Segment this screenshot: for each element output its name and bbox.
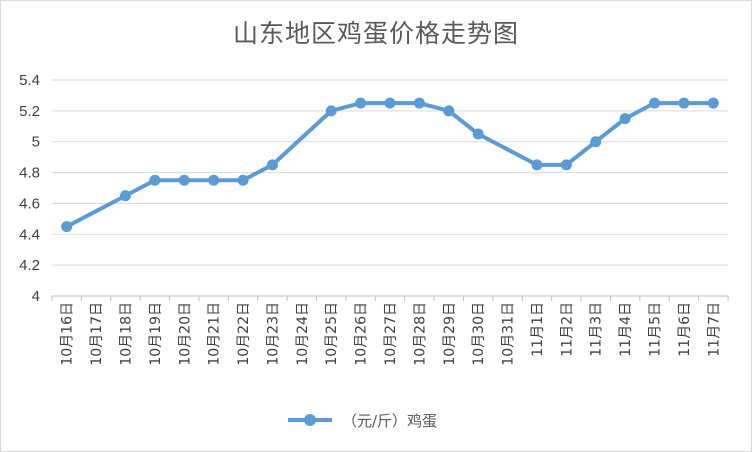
data-point [178,174,190,186]
x-tick-label: 10月21日 [207,302,223,366]
data-point [560,159,572,171]
data-point [590,136,602,148]
x-tick-label: 11月4日 [618,302,634,357]
series-line [64,101,716,229]
series-layer [61,97,719,233]
data-point [355,97,367,109]
data-point [208,174,220,186]
data-point [61,221,73,233]
grid-lines [52,79,728,266]
x-tick-label: 10月26日 [354,302,370,366]
data-point [678,97,690,109]
x-tick-label: 11月6日 [677,302,693,357]
data-point [619,113,631,125]
y-tick-label: 4.8 [19,165,40,182]
data-point [325,105,337,117]
x-axis-ticks: 10月16日 10月17日 10月18日 10月19日 10月20日 10月21日 10月2… [60,302,723,366]
x-tick-label: 10月16日 [60,302,76,366]
x-axis [51,295,729,301]
x-tick-label: 10月20日 [177,302,193,366]
x-tick-label: 11月1日 [530,302,546,357]
data-point [531,159,543,171]
x-tick-label: 10月27日 [383,302,399,366]
data-point [413,97,425,109]
x-tick-label: 10月18日 [118,302,134,366]
data-point [119,190,131,202]
x-tick-label: 10月29日 [442,302,458,366]
y-tick-label: 4.6 [19,195,40,212]
y-axis-ticks: 4 4.2 4.4 4.6 4.8 5 5.2 5.4 [19,72,40,305]
data-point [707,97,719,109]
x-tick-label: 10月17日 [89,302,105,366]
data-point [266,159,278,171]
x-tick-label: 10月23日 [265,302,281,366]
x-tick-label: 10月24日 [295,302,311,366]
x-tick-label: 11月5日 [648,302,664,357]
legend: （元/斤）鸡蛋 [288,408,437,432]
data-point [149,174,161,186]
legend-swatch [288,408,332,432]
x-tick-label: 10月19日 [148,302,164,366]
x-tick-label: 10月25日 [324,302,340,366]
legend-label: （元/斤）鸡蛋 [342,411,438,430]
chart-title: 山东地区鸡蛋价格走势图 [232,19,519,48]
y-tick-label: 4.4 [19,226,40,243]
x-tick-label: 10月28日 [412,302,428,366]
y-tick-label: 5.2 [19,103,40,120]
x-tick-label: 10月22日 [236,302,252,366]
y-tick-label: 4 [32,288,40,305]
x-tick-label: 11月3日 [589,302,605,357]
data-point [649,97,661,109]
data-point [443,105,455,117]
x-tick-label: 10月31日 [501,302,517,366]
y-tick-label: 5 [32,134,40,151]
x-tick-label: 11月7日 [706,302,722,357]
x-tick-label: 11月2日 [559,302,575,357]
y-tick-label: 4.2 [19,257,40,274]
data-point [472,128,484,140]
y-tick-label: 5.4 [19,72,40,89]
x-tick-label: 10月30日 [471,302,487,366]
data-point [237,174,249,186]
data-point [384,97,396,109]
